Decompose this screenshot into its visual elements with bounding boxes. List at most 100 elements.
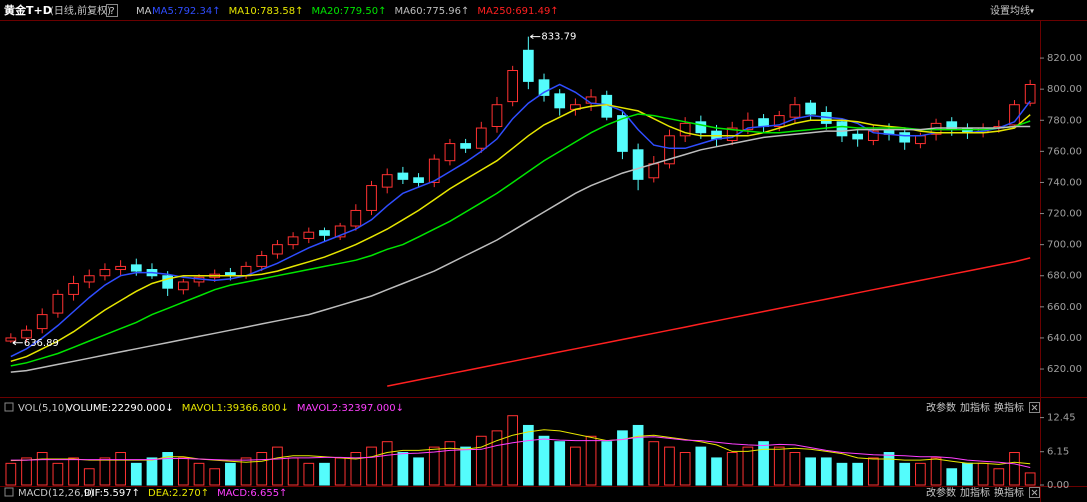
- legend-entry: MA10:783.58↑: [229, 6, 304, 17]
- volume-bar: [632, 424, 644, 486]
- panel-control[interactable]: 换指标: [994, 401, 1024, 414]
- candle-body: [36, 314, 48, 330]
- volume-bar: [977, 462, 989, 486]
- legend-entry: MACD:6.655↑: [217, 488, 287, 499]
- ma-line: [10, 125, 1031, 373]
- legend-entry: MA5:792.34↑: [152, 6, 221, 17]
- volume-bar: [130, 462, 142, 486]
- dropdown-icon[interactable]: ▾: [1030, 7, 1034, 16]
- annotation-arrow: [530, 34, 541, 40]
- volume-bar: [695, 446, 707, 486]
- y-tick-label: 720.00: [1047, 209, 1082, 220]
- candle-body: [507, 70, 519, 103]
- volume-bar: [711, 457, 722, 486]
- candle-body: [334, 225, 346, 238]
- candle-body: [664, 135, 675, 165]
- candle-body: [5, 337, 17, 342]
- volume-bar: [397, 452, 409, 486]
- volume-bar: [21, 457, 32, 486]
- volume-bar: [366, 446, 377, 486]
- close-icon[interactable]: [1031, 489, 1038, 496]
- volume-bar: [491, 430, 503, 486]
- legend-entry: MAVOL1:39366.800↓: [182, 403, 289, 414]
- ma-line: [387, 257, 1031, 387]
- legend-entry: DIF:5.597↑: [84, 488, 140, 499]
- volume-bar: [867, 457, 879, 486]
- candle-body: [115, 265, 126, 271]
- candle-body: [381, 174, 393, 188]
- candle-body: [899, 132, 911, 143]
- panel-control[interactable]: 换指标: [994, 486, 1024, 499]
- candle-body: [162, 275, 174, 289]
- volume-bar: [820, 457, 832, 486]
- volume-bar: [240, 457, 252, 486]
- close-button[interactable]: [1029, 402, 1040, 413]
- candle-body: [177, 281, 189, 291]
- volume-bar: [789, 452, 801, 486]
- volume-bar: [350, 452, 362, 486]
- volume-bar: [570, 446, 581, 486]
- volume-bar: [883, 452, 895, 486]
- candle-body: [617, 115, 628, 152]
- volume-bar: [193, 462, 205, 486]
- y-tick-label: 740.00: [1047, 177, 1082, 188]
- candle-body: [413, 177, 424, 183]
- volume-bar: [679, 452, 691, 486]
- candle-body: [522, 49, 534, 82]
- volume-bar: [146, 457, 158, 486]
- volume-bar: [852, 462, 864, 486]
- legend-entry: MAVOL2:32397.000↓: [297, 403, 404, 414]
- candle-body: [773, 115, 785, 127]
- candle-body: [695, 121, 707, 134]
- candle-body: [554, 93, 566, 109]
- y-tick-label: 760.00: [1047, 146, 1082, 157]
- volume-bar: [225, 462, 236, 486]
- volume-bar: [52, 462, 64, 486]
- volume-bar: [209, 468, 221, 486]
- close-button[interactable]: [1029, 487, 1040, 498]
- volume-bar: [428, 446, 440, 486]
- volume-bar: [648, 441, 660, 486]
- volume-bar: [758, 441, 769, 486]
- y-tick-label: 12.45: [1047, 413, 1076, 424]
- volume-bar: [522, 424, 534, 486]
- candle-body: [711, 130, 722, 140]
- volume-bar: [256, 452, 268, 486]
- candle-body: [852, 133, 864, 140]
- y-tick-label: 620.00: [1047, 364, 1082, 375]
- y-tick-label: 6.15: [1047, 447, 1069, 458]
- close-icon[interactable]: [1031, 404, 1038, 411]
- volume-bar: [287, 457, 299, 486]
- volume-bar: [319, 462, 330, 486]
- panel-control[interactable]: 加指标: [960, 486, 990, 499]
- ma-settings[interactable]: 设置均线: [990, 4, 1030, 17]
- candle-body: [805, 102, 816, 115]
- candle-body: [758, 118, 769, 127]
- legend-entry: MA250:691.49↑: [477, 6, 558, 17]
- volume-bar: [162, 452, 174, 486]
- volume-bar: [83, 468, 95, 486]
- volume-bar: [444, 441, 456, 486]
- panel-control[interactable]: 加指标: [960, 401, 990, 414]
- candle-body: [68, 283, 79, 295]
- panel-control[interactable]: 改参数: [926, 401, 956, 414]
- volume-bar: [115, 452, 126, 486]
- y-tick-label: 660.00: [1047, 302, 1082, 313]
- panel-icon: [4, 487, 14, 497]
- help-button[interactable]: [106, 4, 118, 17]
- chart-title: 黄金T+D: [4, 3, 52, 17]
- candle-body: [256, 255, 268, 267]
- volume-bar: [601, 441, 613, 486]
- y-tick-label: 800.00: [1047, 84, 1082, 95]
- mavol-line: [10, 436, 1031, 468]
- volume-bar: [805, 457, 816, 486]
- indicator-label: MA: [136, 6, 152, 17]
- help-text[interactable]: ?: [109, 6, 114, 17]
- y-tick-label: 680.00: [1047, 271, 1082, 282]
- candle-body: [99, 269, 111, 277]
- panel-control[interactable]: 改参数: [926, 486, 956, 499]
- candle-body: [272, 244, 283, 255]
- volume-bar: [773, 446, 785, 486]
- chart-subtitle: (日线,前复权): [50, 4, 111, 17]
- annotation-arrow: [12, 340, 23, 346]
